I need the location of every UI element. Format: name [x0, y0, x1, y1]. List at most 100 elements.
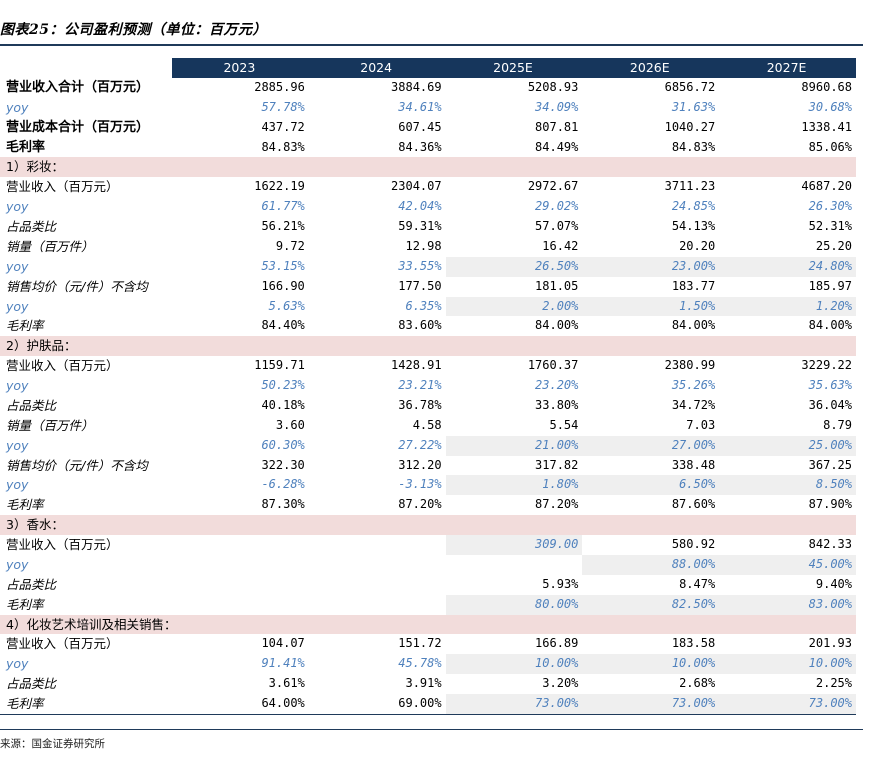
- value-cell: 1.20%: [719, 296, 856, 317]
- row-label: yoy: [6, 258, 29, 274]
- table-row: 营业收入（百万元） 104.07 151.72 166.89 183.58 201.93: [0, 634, 856, 654]
- title-rule: [0, 44, 863, 46]
- value-cell: 53.15%: [261, 258, 305, 273]
- header-cell-2024: 2024: [308, 58, 446, 78]
- section-fill-cell: [445, 614, 583, 635]
- table-row: 占品类比 56.21% 59.31% 57.07% 54.13% 52.31%: [0, 217, 856, 237]
- profit-forecast-table: 2023 2024 2025E 2026E 2027E 营业收入合计（百万元） 2…: [0, 58, 856, 715]
- table-row: 营业收入（百万元） 1622.19 2304.07 2972.67 3711.23 468…: [0, 177, 856, 197]
- value-cell: 437.72: [261, 119, 305, 134]
- row-label: 营业收入（百万元）: [6, 358, 119, 374]
- value-cell: 3.61%: [268, 676, 305, 691]
- row-label: yoy: [6, 437, 29, 453]
- row-label: 销量（百万件）: [6, 238, 94, 254]
- value-cell: 3884.69: [391, 79, 442, 94]
- value-cell: 84.36%: [398, 139, 442, 154]
- value-cell: 30.68%: [808, 99, 852, 114]
- section-label: 3）香水：: [0, 515, 172, 535]
- value-cell: 9.40%: [815, 576, 852, 591]
- row-label: 销售均价（元/件）不含均: [6, 457, 148, 473]
- table-row: yoy 5.63% 6.35% 2.00% 1.50% 1.20%: [0, 296, 856, 317]
- value-cell: 56.21%: [261, 219, 305, 233]
- value-cell: 87.20%: [535, 497, 579, 512]
- header-cell-blank: [0, 58, 172, 78]
- section-label: 4）化妆艺术培训及相关销售：: [0, 614, 172, 635]
- table-row: yoy 50.23% 23.21% 23.20% 35.26% 35.63%: [0, 376, 856, 396]
- value-cell: 185.97: [808, 278, 852, 293]
- value-cell: 50.23%: [261, 378, 305, 392]
- row-label: yoy: [6, 477, 29, 493]
- table-row: yoy 60.30% 27.22% 21.00% 27.00% 25.00%: [0, 435, 856, 456]
- value-cell: 6.35%: [405, 298, 442, 313]
- section-fill-cell: [582, 336, 720, 357]
- row-label: 毛利率: [6, 139, 46, 155]
- value-cell: 21.00%: [445, 435, 583, 456]
- row-label: yoy: [6, 378, 29, 393]
- section-fill-cell: [445, 157, 583, 178]
- value-cell: 87.30%: [261, 497, 305, 512]
- value-cell: 20.20: [679, 238, 716, 253]
- value-cell: 35.26%: [671, 378, 716, 392]
- table-header-row: 2023 2024 2025E 2026E 2027E: [0, 58, 856, 78]
- section-label: 2）护肤品：: [0, 336, 172, 357]
- value-cell: 36.04%: [808, 397, 852, 412]
- value-cell: 5208.93: [527, 79, 579, 94]
- value-cell: 10.00%: [445, 654, 583, 675]
- value-cell: 82.50%: [582, 594, 720, 615]
- value-cell: 8.79: [823, 417, 852, 432]
- value-cell: 7.03: [686, 417, 716, 432]
- value-cell: 12.98: [405, 238, 442, 253]
- value-cell: 3229.22: [801, 358, 852, 373]
- value-cell: 45.78%: [398, 656, 442, 671]
- value-cell: 166.89: [535, 636, 579, 651]
- section-row: 2）护肤品：: [0, 336, 856, 357]
- value-cell: [172, 555, 309, 575]
- table-row: 销售均价（元/件）不含均 322.30 312.20 317.82 338.48 367.…: [0, 456, 856, 476]
- value-cell: 33.80%: [535, 397, 579, 412]
- value-cell: 45.00%: [719, 554, 856, 575]
- value-cell: 73.00%: [445, 694, 583, 715]
- value-cell: 151.72: [398, 636, 442, 651]
- row-label: 毛利率: [6, 596, 44, 612]
- section-row: 1）彩妆：: [0, 157, 856, 178]
- value-cell: 201.93: [808, 636, 852, 651]
- table-row: 营业收入（百万元） 1159.71 1428.91 1760.37 2380.99 322…: [0, 356, 856, 376]
- value-cell: 27.22%: [398, 437, 442, 452]
- header-cell-2026e: 2026E: [582, 58, 720, 78]
- value-cell: 69.00%: [308, 694, 446, 715]
- value-cell: 2304.07: [391, 179, 442, 194]
- value-cell: 104.07: [261, 636, 305, 651]
- table-row: yoy 57.78% 34.61% 34.09% 31.63% 30.68%: [0, 98, 856, 118]
- table-row: yoy 61.77% 42.04% 29.02% 24.85% 26.30%: [0, 197, 856, 217]
- value-cell: 1428.91: [391, 358, 442, 373]
- value-cell: -6.28%: [261, 477, 305, 492]
- value-cell: 33.55%: [398, 258, 442, 273]
- table-row: 营业成本合计（百万元） 437.72 607.45 807.81 1040.27 1338…: [0, 118, 856, 138]
- value-cell: 312.20: [398, 457, 442, 472]
- section-fill-cell: [719, 614, 856, 635]
- table-row: yoy 91.41% 45.78% 10.00% 10.00% 10.00%: [0, 654, 856, 675]
- value-cell: 64.00%: [172, 694, 309, 715]
- value-cell: 80.00%: [445, 594, 583, 615]
- row-label: 毛利率: [0, 694, 172, 715]
- section-fill-cell: [172, 157, 309, 178]
- value-cell: 322.30: [261, 457, 305, 472]
- source-note: 来源：国金证券研究所: [0, 738, 105, 750]
- value-cell: 2.25%: [815, 676, 852, 691]
- value-cell: 1760.37: [527, 358, 579, 373]
- table-row: 销售均价（元/件）不含均 166.90 177.50 181.05 183.77 185.…: [0, 277, 856, 297]
- header-cell-2027e: 2027E: [719, 58, 856, 78]
- value-cell: [172, 595, 309, 615]
- value-cell: 317.82: [535, 457, 579, 472]
- value-cell: 24.80%: [719, 256, 856, 277]
- section-fill-cell: [172, 515, 309, 535]
- value-cell: 84.40%: [261, 318, 305, 333]
- value-cell: 309.00: [445, 535, 583, 555]
- value-cell: 57.07%: [535, 219, 579, 233]
- value-cell: 338.48: [671, 457, 716, 472]
- row-label: 销售均价（元/件）不含均: [6, 278, 148, 294]
- table-row: yoy 88.00% 45.00%: [0, 554, 856, 575]
- value-cell: [309, 595, 446, 615]
- value-cell: 8.50%: [719, 475, 856, 496]
- value-cell: 183.77: [671, 278, 716, 293]
